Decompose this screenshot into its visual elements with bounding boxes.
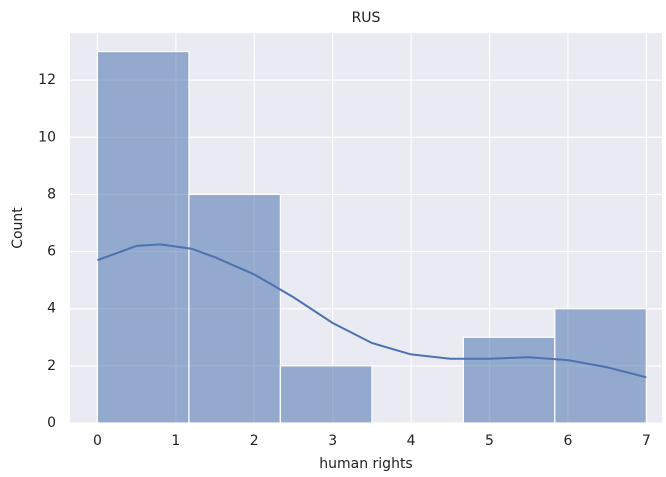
y-tick-label: 12 [38, 72, 56, 88]
x-tick-label: 2 [250, 433, 259, 449]
x-tick-label: 3 [328, 433, 337, 449]
bar [188, 193, 281, 424]
y-axis-label: Count [10, 207, 26, 249]
kde-line [97, 243, 647, 379]
x-tick-label: 5 [485, 433, 494, 449]
bar [462, 336, 556, 424]
bar [96, 50, 190, 424]
y-tick-label: 10 [38, 129, 56, 145]
x-tick-label: 1 [171, 433, 180, 449]
chart-title: RUS [352, 10, 381, 26]
y-tick-label: 6 [47, 244, 56, 260]
x-tick-label: 7 [642, 433, 651, 449]
x-axis-label: human rights [319, 456, 412, 472]
y-tick-label: 2 [47, 358, 56, 374]
x-tick-label: 0 [93, 433, 102, 449]
x-tick-label: 4 [407, 433, 416, 449]
y-tick-label: 4 [47, 301, 56, 317]
x-tick-label: 6 [563, 433, 572, 449]
bar [279, 365, 373, 424]
y-tick-label: 8 [47, 186, 56, 202]
y-tick-label: 0 [47, 415, 56, 431]
